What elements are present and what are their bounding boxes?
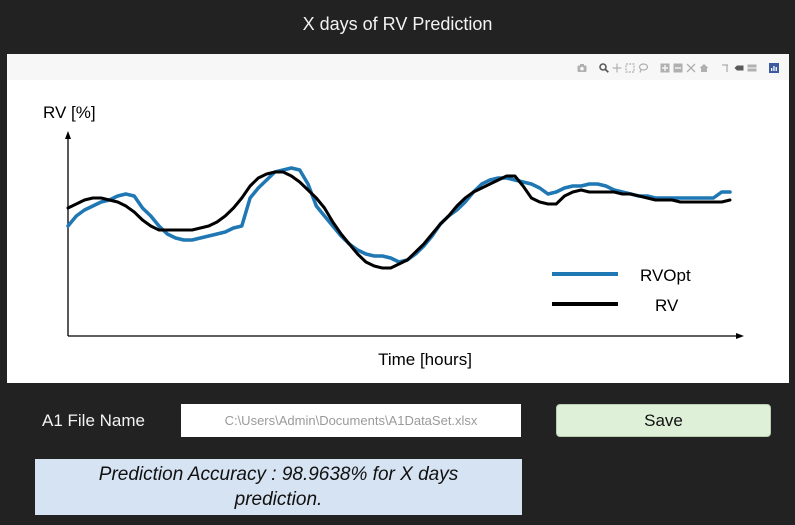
plotly-logo-icon[interactable] [769,63,779,73]
pan-icon[interactable] [612,63,622,73]
series-line-rv[interactable] [66,170,732,270]
camera-icon[interactable] [577,63,587,73]
series-layer [66,166,732,270]
zoom-out-icon[interactable] [673,63,683,73]
file-path-input[interactable] [181,404,521,437]
chart-legend[interactable]: RVOpt RV [552,266,691,315]
hover-compare-icon[interactable] [747,63,757,73]
lasso-select-icon[interactable] [638,63,648,73]
window-title: X days of RV Prediction [302,14,493,34]
series-line-rvopt[interactable] [66,166,732,264]
x-axis-arrow [736,333,744,339]
y-axis-arrow [65,131,71,139]
zoom-in-icon[interactable] [660,63,670,73]
save-button[interactable]: Save [556,404,771,437]
legend-label-rvopt: RVOpt [640,266,691,285]
spike-lines-icon[interactable] [721,63,731,73]
prediction-accuracy-text: Prediction Accuracy : 98.9638% for X day… [98,464,459,510]
box-select-icon[interactable] [625,63,635,73]
modebar [577,62,779,74]
hover-closest-icon[interactable] [734,63,744,73]
legend-label-rv: RV [655,296,679,315]
file-name-label: A1 File Name [42,411,145,430]
rv-prediction-chart[interactable]: RV [%] Time [hours] RVOpt RV [7,54,789,383]
modebar-strip [7,54,789,80]
y-axis-label: RV [%] [43,103,96,122]
plot-panel[interactable]: RV [%] Time [hours] RVOpt RV [7,54,789,383]
home-icon[interactable] [699,63,709,73]
x-axis-label: Time [hours] [378,350,472,369]
prediction-accuracy-banner: Prediction Accuracy : 98.9638% for X day… [35,459,522,515]
autoscale-icon[interactable] [686,63,696,73]
zoom-icon[interactable] [599,63,609,73]
